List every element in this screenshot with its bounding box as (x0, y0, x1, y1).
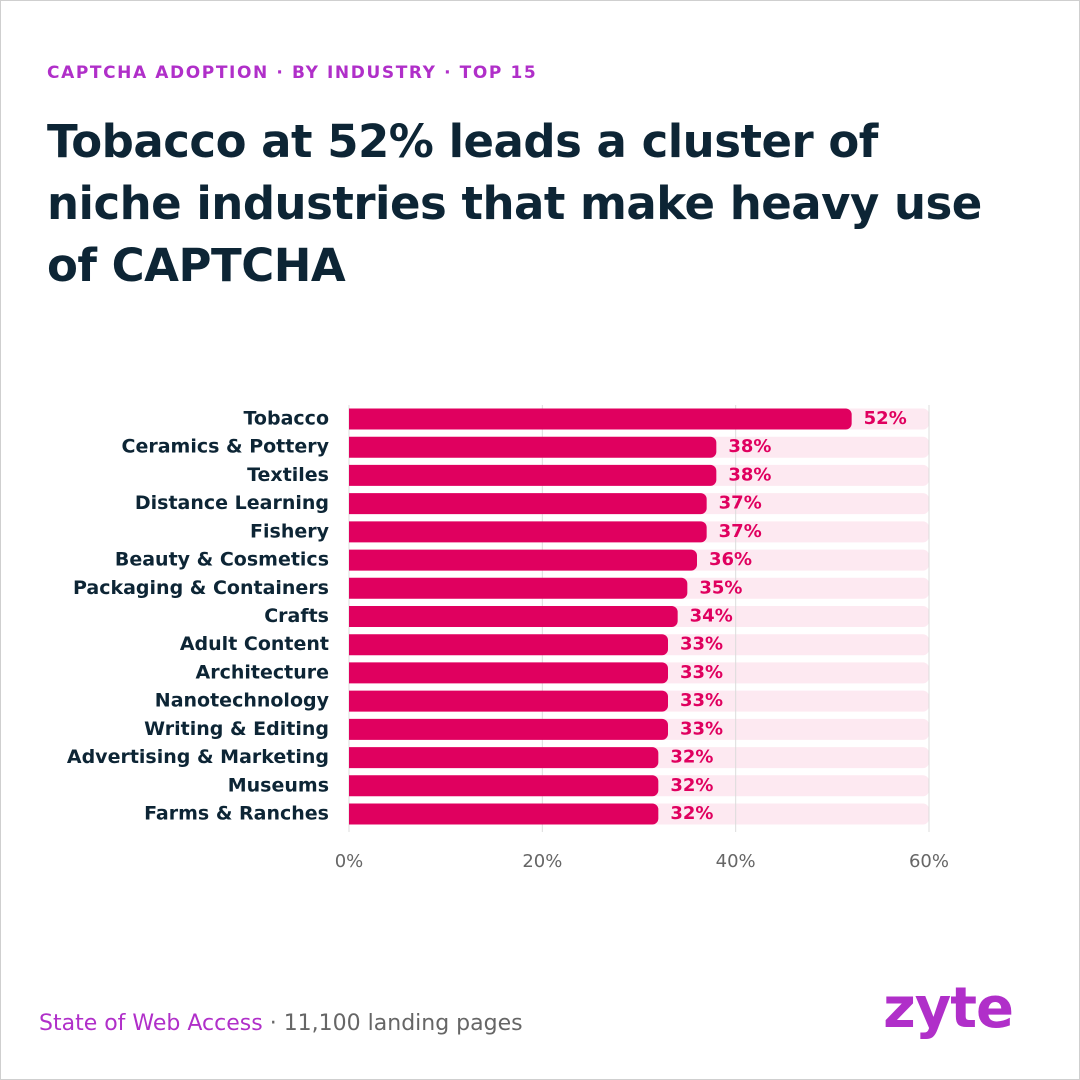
x-tick-label: 60% (909, 851, 949, 872)
value-label: 52% (864, 408, 907, 429)
value-label: 36% (709, 549, 752, 570)
bar (349, 549, 697, 571)
x-tick-label: 20% (522, 851, 562, 872)
value-label: 38% (728, 464, 771, 485)
y-tick-label: Adult Content (180, 633, 329, 655)
y-tick-label: Advertising & Marketing (67, 746, 329, 768)
y-tick-label: Nanotechnology (155, 690, 330, 712)
value-label: 33% (680, 718, 723, 739)
bar (349, 606, 678, 627)
value-label: 33% (680, 662, 723, 683)
y-tick-label: Museums (228, 774, 329, 796)
x-tick-label: 40% (716, 851, 756, 872)
bar (349, 662, 668, 684)
y-tick-label: Writing & Editing (144, 718, 329, 740)
bar (349, 690, 668, 712)
logo: zyte (883, 976, 1014, 1041)
bar (349, 803, 659, 825)
bar (349, 775, 659, 797)
y-tick-label: Textiles (247, 464, 329, 486)
value-label: 33% (680, 634, 723, 655)
y-tick-label: Crafts (264, 605, 329, 627)
bar (349, 577, 688, 599)
y-tick-label: Architecture (196, 661, 329, 683)
footer-source: State of Web Access (39, 1011, 263, 1036)
bar (349, 634, 668, 656)
value-label: 34% (690, 606, 733, 627)
value-label: 35% (699, 577, 742, 598)
y-tick-label: Distance Learning (135, 492, 329, 514)
chart-title: Tobacco at 52% leads a cluster of niche … (47, 115, 982, 292)
y-tick-label: Packaging & Containers (73, 577, 329, 599)
value-label: 37% (719, 493, 762, 514)
bar (349, 718, 668, 740)
x-tick-label: 0% (335, 851, 364, 872)
bar (349, 521, 707, 543)
y-tick-label: Fishery (250, 520, 330, 542)
y-tick-label: Ceramics & Pottery (122, 436, 330, 458)
kicker: CAPTCHA ADOPTION · BY INDUSTRY · TOP 15 (47, 63, 538, 83)
value-label: 37% (719, 521, 762, 542)
y-tick-label: Farms & Ranches (144, 803, 329, 825)
value-label: 32% (670, 775, 713, 796)
y-tick-label: Tobacco (244, 408, 330, 430)
value-label: 33% (680, 690, 723, 711)
bar (349, 408, 852, 430)
footer-note: · 11,100 landing pages (269, 1011, 523, 1036)
bar (349, 493, 707, 515)
bar (349, 747, 659, 769)
bar (349, 436, 717, 458)
bar (349, 464, 717, 486)
value-label: 32% (670, 803, 713, 824)
value-label: 32% (670, 747, 713, 768)
y-tick-label: Beauty & Cosmetics (115, 549, 329, 571)
value-label: 38% (728, 436, 771, 457)
footer: State of Web Access · 11,100 landing pag… (39, 1011, 523, 1036)
